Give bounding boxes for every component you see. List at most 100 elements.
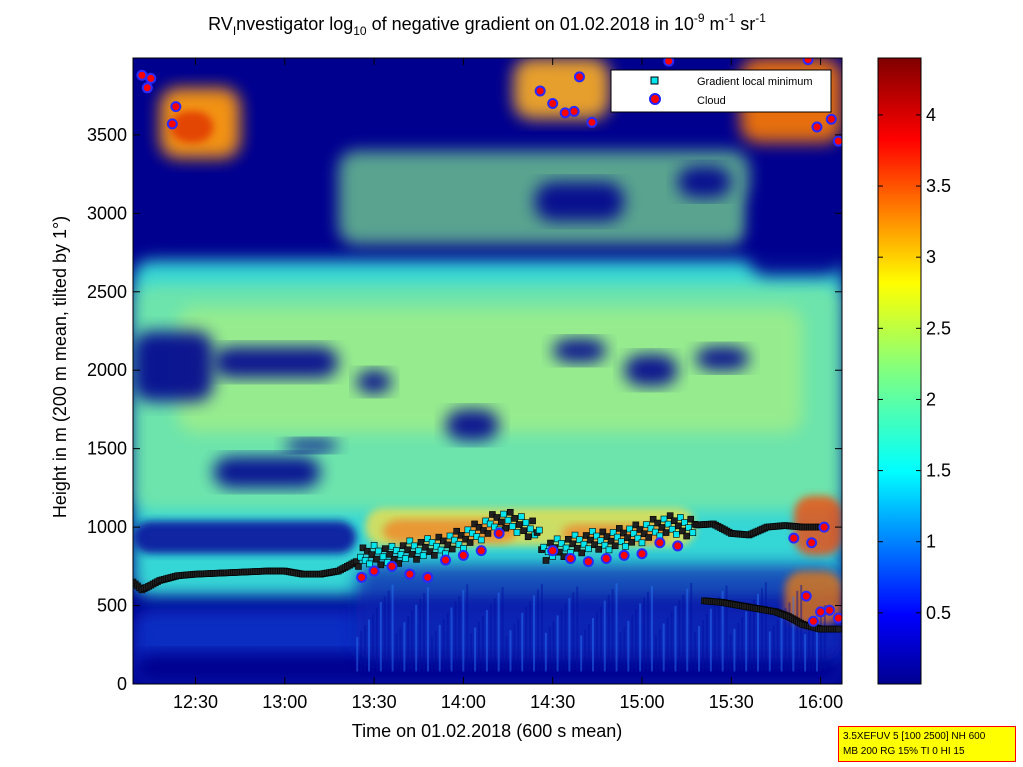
title-unit1: m [705,14,725,34]
cloud-point [802,58,814,66]
gradient-minimum-point [410,542,418,550]
gradient-minimum-point [373,555,380,563]
gradient-minimum-point [599,528,607,536]
gradient-minimum-point [515,521,523,528]
heatmap-stripe [599,606,602,672]
gradient-minimum-point [368,551,376,558]
heatmap-region [356,564,842,661]
cloud-point [600,552,612,564]
heatmap-region [213,346,339,379]
gradient-minimum-point [457,532,465,539]
gradient-minimum-point [666,512,674,519]
gradient-minimum-point [527,525,534,533]
heatmap-stripe [639,603,642,672]
heatmap-stripe [576,586,579,672]
gradient-minimum-point [424,535,431,543]
gradient-minimum-point [471,520,478,528]
cloud-point [559,107,571,119]
heatmap-region [749,189,842,277]
gradient-minimum-point [624,534,631,541]
heatmap-stripe [615,583,618,672]
heatmap-stripe [670,611,673,672]
gradient-minimum-point [484,530,492,537]
heatmap-stripe [808,628,811,672]
gradient-minimum-point [439,537,447,545]
cloud-point [368,565,380,577]
cloud-point [788,532,800,544]
cloud-point [422,571,434,583]
colorbar-tick-label: 4 [926,105,936,125]
gradient-minimum-point [660,515,668,523]
heatmap-stripe [686,588,689,672]
heatmap-stripe [717,597,720,672]
heatmap-stripe [458,595,461,672]
cloud-point [457,549,469,561]
gradient-minimum-point [571,531,579,539]
gradient-minimum-point [511,515,519,522]
heatmap-stripe [635,609,638,672]
gradient-minimum-point [654,519,661,527]
heatmap-stripe [407,616,410,672]
cloud-point [823,604,835,616]
gradient-minimum-point [359,544,367,552]
heatmap-stripe [481,615,484,672]
cloud-point [800,590,812,602]
gradient-minimum-point [578,549,586,557]
heatmap-stripe [544,632,547,672]
y-tick-label: 1000 [87,517,127,537]
heatmap-stripe [478,621,481,672]
heatmap-stripe [383,596,386,672]
heatmap-stripe [745,611,748,672]
heatmap-stripe [556,615,559,672]
heatmap-region [213,456,321,488]
heatmap-stripe [536,589,539,672]
cloud-point [582,556,594,568]
heatmap-stripe [662,623,665,672]
gradient-minimum-point [504,516,512,524]
heatmap-stripe [572,592,575,672]
plot-frame [132,57,843,685]
heatmap-stripe [756,593,759,672]
heatmap-stripe [438,624,441,672]
heatmap-stripe [800,585,803,672]
gradient-minimum-point [542,557,550,564]
cloud-point [565,552,577,564]
heatmap-stripe [776,619,779,672]
gradient-minimum-point [618,538,625,546]
gradient-minimum-point [464,526,472,534]
heatmap-stripe [580,635,583,672]
heatmap-stripe [725,585,728,672]
heatmap-stripe [375,607,378,672]
heatmap-stripe [466,584,469,672]
cloud-point [440,554,452,566]
gradient-minimum-point [673,531,680,538]
y-tick-label: 3500 [87,125,127,145]
heatmap-stripe [753,599,756,672]
gradient-minimum-point [603,533,611,540]
heatmap-stripe [792,596,795,672]
heatmap-stripe [360,631,363,672]
cloud-point [654,537,666,549]
cloud-point [493,527,505,539]
gradient-minimum-point [498,518,505,526]
cloud-point [586,116,598,128]
x-tick-label: 14:30 [530,692,575,712]
gradient-minimum-point [361,557,369,564]
heatmap-stripe [356,636,359,672]
heatmap-region [552,338,607,363]
y-tick-label: 2000 [87,360,127,380]
gradient-minimum-point [607,537,615,545]
y-axis: 0 500 1000 1500 2000 2500 3000 3500 [87,125,842,694]
heatmap-stripe [654,635,657,672]
heatmap-stripe [525,606,528,672]
gradient-minimum-point [658,524,666,531]
cloud-point [811,121,823,133]
gradient-minimum-point [404,546,411,554]
heatmap-stripe [430,636,433,672]
x-tick-label: 13:30 [352,692,397,712]
gradient-minimum-point [529,517,536,525]
heatmap-stripe [611,589,614,672]
cloud-point [145,72,157,84]
gradient-minimum-point [419,552,427,560]
cloud-point [807,615,819,627]
